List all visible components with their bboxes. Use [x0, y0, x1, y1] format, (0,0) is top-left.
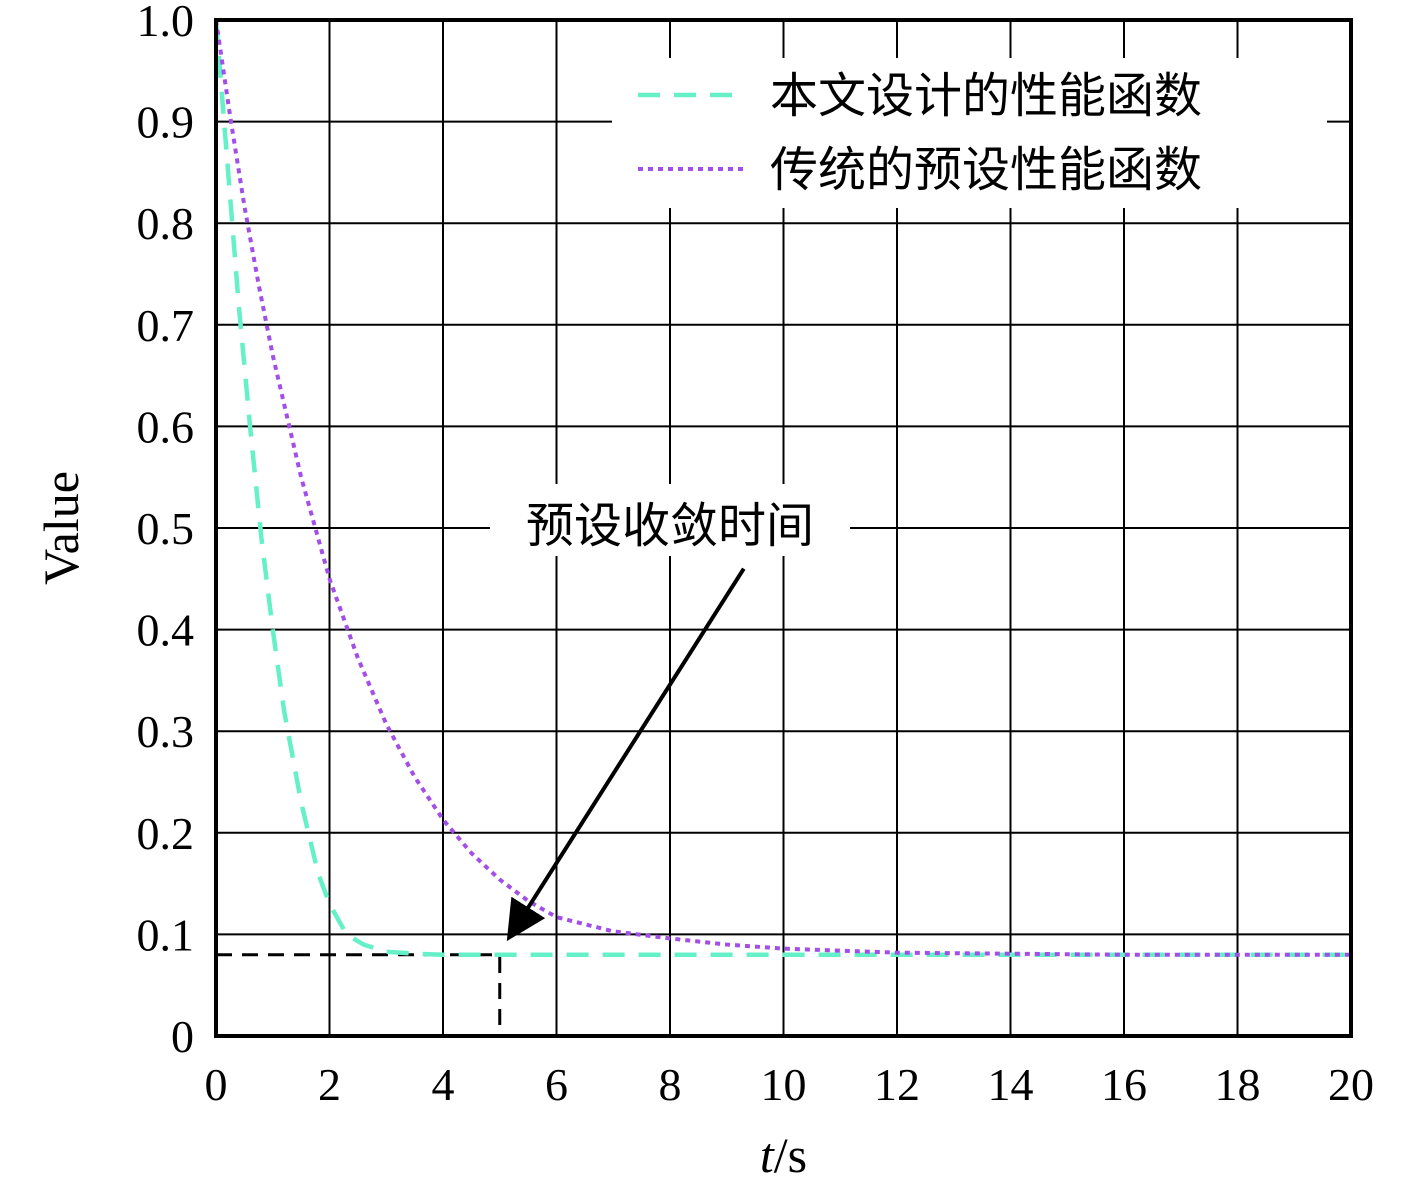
tick-labels: 0 2 4 6 8 10 12 14 16 18 20 0 0.1 0.2 0.3 0.4 0.5 0.6 0.7 0… — [137, 0, 1375, 1110]
x-tick-label: 12 — [874, 1059, 920, 1110]
y-tick-label: 0.3 — [137, 706, 195, 757]
x-tick-label: 2 — [318, 1059, 341, 1110]
y-tick-label: 0.7 — [137, 300, 195, 351]
y-tick-label: 1.0 — [137, 0, 195, 46]
y-tick-label: 0.8 — [137, 198, 195, 249]
x-tick-label: 0 — [205, 1059, 228, 1110]
x-tick-label: 4 — [432, 1059, 455, 1110]
y-tick-label: 0.1 — [137, 909, 195, 960]
x-tick-label: 20 — [1328, 1059, 1374, 1110]
reference-lines — [216, 953, 502, 1036]
x-tick-label: 14 — [988, 1059, 1034, 1110]
y-tick-label: 0 — [171, 1011, 194, 1062]
plot-frame — [214, 18, 1353, 1038]
annotation-arrow — [506, 567, 746, 942]
x-tick-label: 18 — [1215, 1059, 1261, 1110]
x-tick-label: 16 — [1101, 1059, 1147, 1110]
legend-background — [612, 58, 1327, 208]
x-tick-label: 6 — [545, 1059, 568, 1110]
convergence-time-marker — [216, 953, 502, 1036]
y-tick-label: 0.6 — [137, 401, 195, 452]
x-axis-label-unit: /s — [774, 1127, 807, 1178]
x-tick-label: 8 — [659, 1059, 682, 1110]
x-tick-label: 10 — [761, 1059, 807, 1110]
series-line-2 — [214, 19, 1351, 957]
y-tick-label: 0.9 — [137, 97, 195, 148]
annotation-background — [490, 484, 850, 556]
legend-label-1: 本文设计的性能函数 — [770, 68, 1202, 124]
x-axis-label: t/s — [760, 1127, 807, 1178]
y-tick-label: 0.5 — [137, 503, 195, 554]
x-axis-label-var: t — [760, 1127, 775, 1178]
annotation-text: 预设收敛时间 — [526, 498, 814, 554]
annotation-group: 预设收敛时间 — [490, 484, 850, 942]
series-line-1 — [213, 19, 1351, 957]
legend-label-2: 传统的预设性能函数 — [770, 142, 1202, 198]
y-tick-label: 0.4 — [137, 605, 195, 656]
series-lines — [213, 19, 1351, 957]
y-tick-label: 0.2 — [137, 808, 195, 859]
y-axis-label: Value — [33, 471, 89, 585]
